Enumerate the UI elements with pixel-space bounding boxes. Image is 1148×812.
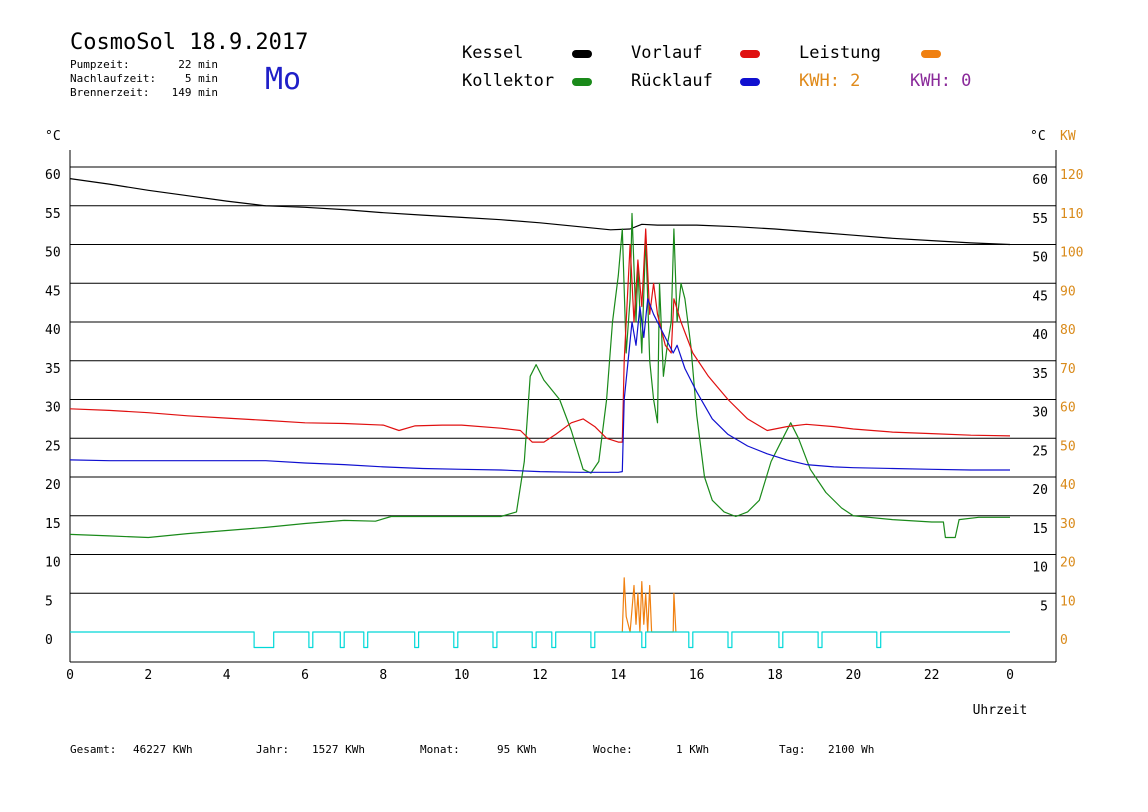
y-tick-label-right-c: 50: [1032, 251, 1048, 266]
footer-jahr-value: 1527 KWh: [312, 743, 365, 756]
legend-kollektor-label: Kollektor: [462, 71, 555, 91]
footer-gesamt-value: 46227 KWh: [133, 743, 193, 756]
legend-kollektor-swatch: [572, 78, 592, 86]
y-tick-label-right-c: 45: [1032, 289, 1048, 304]
y-tick-label-right-c: 40: [1032, 328, 1048, 343]
stat-label-nachlaufzeit: Nachlaufzeit:: [70, 72, 157, 85]
y-axis-label-right-kw: KW: [1060, 129, 1076, 144]
y-tick-label-right-kw: 80: [1060, 323, 1076, 338]
y-tick-label-left: 20: [45, 478, 61, 493]
x-tick-label: 12: [532, 668, 548, 683]
y-tick-label-right-c: 25: [1032, 444, 1048, 459]
legend-vorlauf-label: Vorlauf: [631, 43, 703, 63]
x-tick-label: 8: [379, 668, 387, 683]
y-tick-label-right-kw: 100: [1060, 246, 1083, 261]
x-axis-label: Uhrzeit: [973, 703, 1028, 718]
chart-title: CosmoSol 18.9.2017: [70, 30, 309, 55]
y-tick-label-left: 10: [45, 556, 61, 571]
legend-kwh-burner: KWH: 0: [910, 71, 972, 91]
y-tick-label-right-kw: 120: [1060, 168, 1083, 183]
x-tick-label: 0: [1006, 668, 1014, 683]
y-tick-label-right-kw: 60: [1060, 401, 1076, 416]
footer-monat-value: 95 KWh: [497, 743, 537, 756]
y-tick-label-right-c: 15: [1032, 522, 1048, 537]
stat-label-pumpzeit: Pumpzeit:: [70, 58, 130, 71]
y-tick-label-right-kw: 90: [1060, 284, 1076, 299]
y-tick-label-right-kw: 40: [1060, 478, 1076, 493]
y-tick-label-left: 25: [45, 439, 61, 454]
y-tick-label-left: 45: [45, 284, 61, 299]
y-tick-label-right-kw: 30: [1060, 517, 1076, 532]
y-tick-label-left: 55: [45, 207, 61, 222]
y-tick-label-right-kw: 10: [1060, 594, 1076, 609]
legend-kessel-label: Kessel: [462, 43, 524, 63]
legend-leistung-swatch: [921, 50, 941, 58]
y-axis-label-right-c: °C: [1030, 129, 1046, 144]
series-vorlauf-line: [69, 228, 1011, 443]
y-tick-label-left: 50: [45, 246, 61, 261]
stat-value-nachlaufzeit: 5 min: [184, 72, 218, 85]
y-tick-label-left: 30: [45, 401, 61, 416]
footer-woche-value: 1 KWh: [676, 743, 710, 756]
y-tick-label-right-kw: 110: [1060, 207, 1083, 222]
y-tick-label-right-c: 55: [1032, 212, 1048, 227]
footer-tag-label: Tag:: [779, 743, 806, 756]
legend-ruecklauf-swatch: [740, 78, 760, 86]
legend-ruecklauf-label: Rücklauf: [631, 71, 713, 91]
x-tick-label: 2: [144, 668, 152, 683]
footer-monat-label: Monat:: [420, 743, 460, 756]
y-tick-label-right-kw: 20: [1060, 556, 1076, 571]
legend-vorlauf-swatch: [740, 50, 760, 58]
legend-kessel-swatch: [572, 50, 592, 58]
x-tick-label: 16: [689, 668, 705, 683]
weekday-label: Mo: [265, 62, 302, 97]
y-tick-label-right-c: 60: [1032, 173, 1048, 188]
x-tick-label: 20: [846, 668, 862, 683]
x-tick-label: 10: [454, 668, 470, 683]
y-tick-label-right-kw: 70: [1060, 362, 1076, 377]
footer-woche-label: Woche:: [593, 743, 633, 756]
series-leistung-line: [621, 577, 677, 633]
legend-kwh-solar: KWH: 2: [799, 71, 861, 91]
stat-value-pumpzeit: 22 min: [178, 58, 218, 71]
stat-value-brennerzeit: 149 min: [171, 86, 218, 99]
y-tick-label-left: 60: [45, 168, 61, 183]
series-r-cklauf-line: [69, 298, 1010, 473]
y-axis-label-left: °C: [45, 129, 61, 144]
x-tick-label: 18: [767, 668, 783, 683]
y-tick-label-left: 15: [45, 517, 61, 532]
y-tick-label-right-kw: 0: [1060, 633, 1068, 648]
y-tick-label-right-c: 35: [1032, 367, 1048, 382]
x-tick-label: 0: [66, 668, 74, 683]
y-tick-label-right-c: 10: [1032, 561, 1048, 576]
footer-tag-value: 2100 Wh: [828, 743, 875, 756]
y-tick-label-left: 35: [45, 362, 61, 377]
x-tick-label: 6: [301, 668, 309, 683]
footer-gesamt-label: Gesamt:: [70, 743, 117, 756]
y-tick-label-left: 40: [45, 323, 61, 338]
y-tick-label-left: 0: [45, 633, 53, 648]
y-tick-label-right-c: 20: [1032, 483, 1048, 498]
x-tick-label: 22: [924, 668, 940, 683]
y-tick-label-right-c: 5: [1040, 599, 1048, 614]
series-kessel-line: [69, 178, 1011, 246]
y-tick-label-right-kw: 50: [1060, 439, 1076, 454]
footer-jahr-label: Jahr:: [256, 743, 290, 756]
y-tick-label-right-c: 30: [1032, 406, 1048, 421]
x-tick-label: 14: [611, 668, 627, 683]
x-tick-label: 4: [223, 668, 231, 683]
y-tick-label-left: 5: [45, 594, 53, 609]
series-pumpe-line: [70, 631, 1010, 649]
series-kollektor-line: [69, 212, 1010, 539]
stat-label-brennerzeit: Brennerzeit:: [70, 86, 150, 99]
legend-leistung-label: Leistung: [799, 43, 881, 63]
